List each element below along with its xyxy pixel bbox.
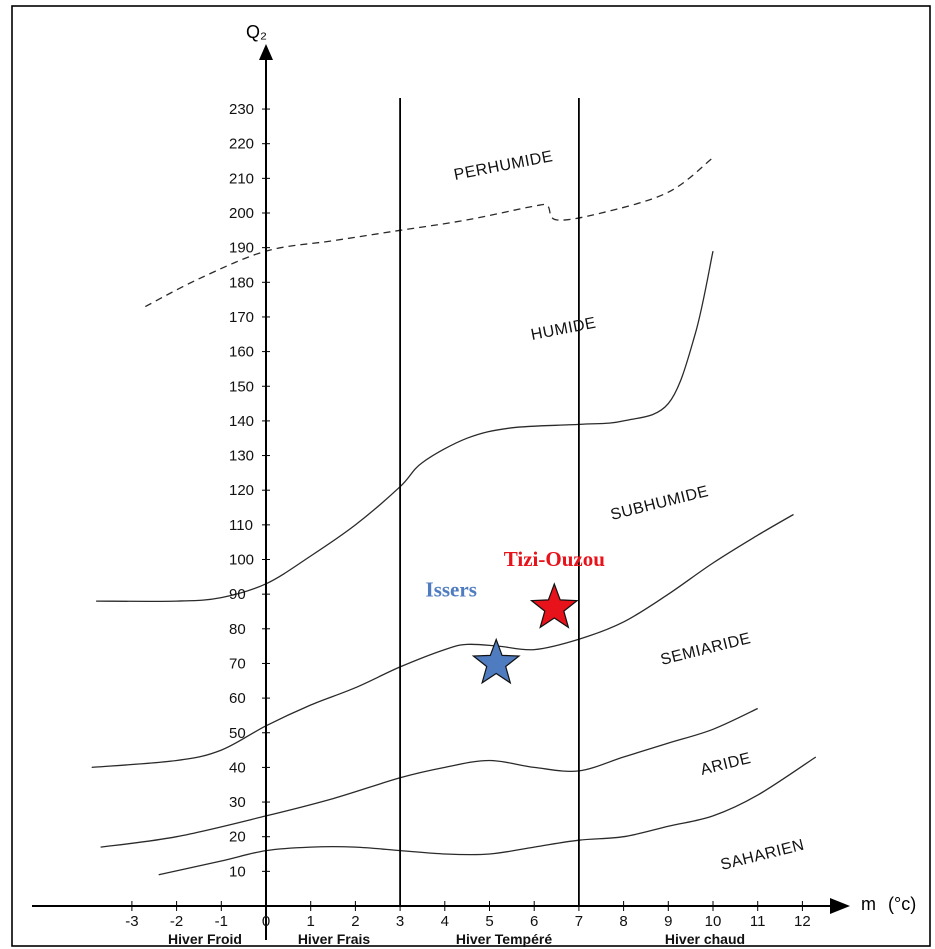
x-tick-label-5: 5: [485, 913, 493, 930]
zone-labels: PERHUMIDE HUMIDE SUBHUMIDE SEMIARIDE ARIDE SA…: [453, 148, 807, 874]
y-tick-label-100: 100: [229, 552, 254, 569]
zone-label-semiaride: SEMIARIDE: [659, 630, 753, 669]
y-tick-label-210: 210: [229, 170, 254, 187]
station-label-0: Tizi-Ouzou: [504, 547, 605, 571]
y-tick-label-140: 140: [229, 413, 254, 430]
x-tick-label--2: -2: [170, 913, 183, 930]
x-tick-label-10: 10: [705, 913, 722, 930]
y-axis-arrow: [259, 44, 273, 60]
y-ticks: 10 20 30 40 50 60 70 80 90 100 110 120 130 140 150 160 1…: [229, 101, 270, 880]
y-tick-label-230: 230: [229, 101, 254, 118]
y-tick-label-50: 50: [229, 725, 246, 742]
x-tick-label-9: 9: [664, 913, 672, 930]
x-axis-title: m: [861, 894, 876, 914]
boundary-curve-4: [158, 756, 817, 876]
winter-label-0: Hiver Froid: [168, 931, 242, 947]
x-axis-arrow: [830, 898, 850, 914]
x-ticks: -3 -2 -1 0 1 2 3 4 5 6 7 8 9 10 11 12: [125, 901, 811, 930]
winter-label-1: Hiver Frais: [298, 931, 371, 947]
y-tick-label-110: 110: [229, 517, 253, 534]
y-tick-label-160: 160: [229, 344, 254, 361]
y-axis-title: Q₂: [246, 22, 267, 42]
station-marker-0: [529, 582, 579, 629]
x-tick-label-3: 3: [396, 913, 404, 930]
x-tick-label-2: 2: [351, 913, 359, 930]
y-tick-label-20: 20: [229, 829, 246, 846]
winter-label-2: Hiver Tempéré: [456, 931, 552, 947]
chart-frame: [11, 5, 931, 947]
zone-label-aride: ARIDE: [699, 750, 753, 779]
y-tick-label-120: 120: [229, 482, 254, 499]
x-tick-label-7: 7: [575, 913, 583, 930]
boundary-curve-2: [91, 513, 794, 769]
y-tick-label-80: 80: [229, 621, 246, 638]
zone-label-subhumide: SUBHUMIDE: [609, 483, 711, 524]
zone-boundaries: [91, 157, 817, 876]
x-tick-label--3: -3: [125, 913, 138, 930]
x-tick-label-0: 0: [262, 913, 270, 930]
y-tick-label-60: 60: [229, 690, 246, 707]
zone-label-humide: HUMIDE: [530, 315, 598, 344]
y-tick-label-130: 130: [229, 448, 254, 465]
y-tick-label-70: 70: [229, 655, 246, 672]
boundary-curve-3: [100, 707, 758, 848]
x-tick-label-12: 12: [794, 913, 811, 930]
y-tick-label-190: 190: [229, 240, 254, 257]
x-tick-label-4: 4: [441, 913, 449, 930]
boundary-curve-0: [144, 157, 714, 308]
x-tick-label-8: 8: [619, 913, 627, 930]
y-tick-label-200: 200: [229, 205, 254, 222]
y-tick-label-150: 150: [229, 378, 254, 395]
x-tick-label-11: 11: [750, 913, 766, 930]
x-axis-unit: (°c): [888, 894, 916, 914]
y-tick-label-90: 90: [229, 586, 246, 603]
winter-labels: Hiver Froid Hiver Frais Hiver Tempéré Hiver…: [168, 931, 745, 947]
y-tick-label-220: 220: [229, 136, 254, 153]
y-tick-label-30: 30: [229, 794, 246, 811]
y-tick-label-170: 170: [229, 309, 254, 326]
y-tick-label-10: 10: [229, 863, 246, 880]
y-tick-label-40: 40: [229, 759, 246, 776]
winter-dividers: [399, 98, 580, 906]
station-label-1: Issers: [426, 577, 477, 601]
winter-label-3: Hiver chaud: [665, 931, 745, 947]
boundary-curve-1: [96, 250, 714, 603]
x-tick-label-1: 1: [307, 913, 315, 930]
axes: [32, 44, 850, 940]
x-tick-label--1: -1: [215, 913, 228, 930]
y-tick-label-180: 180: [229, 274, 254, 291]
zone-label-saharien: SAHARIEN: [719, 837, 806, 874]
station-marker-1: [471, 637, 521, 685]
zone-label-perhumide: PERHUMIDE: [453, 148, 555, 184]
stations: Tizi-Ouzou Issers: [426, 547, 605, 685]
x-tick-label-6: 6: [530, 913, 538, 930]
